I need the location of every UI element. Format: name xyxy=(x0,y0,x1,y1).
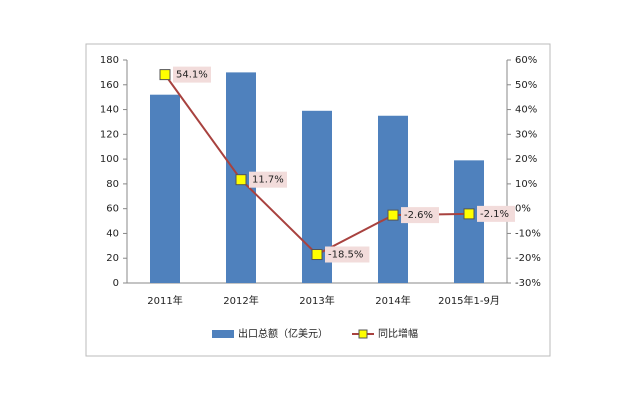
marker xyxy=(387,209,399,221)
y-tick-label: 180 xyxy=(100,55,119,66)
data-label-box xyxy=(477,205,515,222)
x-tick-label: 2011年 xyxy=(147,294,182,307)
marker xyxy=(159,69,171,81)
data-label: -18.5% xyxy=(328,250,363,261)
y2-tick-label: 20% xyxy=(515,154,537,165)
y-tick-label: 100 xyxy=(100,154,119,165)
data-label: 11.7% xyxy=(252,175,284,186)
y2-tick-label: -30% xyxy=(515,278,541,289)
y2-tick-label: 30% xyxy=(515,129,537,140)
legend-swatch xyxy=(212,330,234,338)
data-label-box xyxy=(401,207,439,224)
marker xyxy=(235,174,247,186)
y2-tick-label: 40% xyxy=(515,105,537,116)
y2-tick-label: 50% xyxy=(515,80,537,91)
y2-tick-label: -10% xyxy=(515,228,541,239)
y-tick-label: 0 xyxy=(113,278,119,289)
x-tick-label: 2014年 xyxy=(375,294,410,307)
data-label: 54.1% xyxy=(176,70,208,81)
marker xyxy=(463,208,475,220)
legend-label: 同比增幅 xyxy=(378,327,418,340)
data-label: -2.6% xyxy=(404,210,433,221)
y-tick-label: 80 xyxy=(106,179,119,190)
y-tick-label: 20 xyxy=(106,253,119,264)
data-label-box xyxy=(249,171,287,188)
y2-tick-label: -20% xyxy=(515,253,541,264)
x-tick-label: 2012年 xyxy=(223,294,258,307)
x-tick-label: 2013年 xyxy=(299,294,334,307)
marker xyxy=(311,249,323,261)
bar xyxy=(150,94,180,283)
y2-tick-label: 0% xyxy=(515,204,531,215)
y2-tick-label: 10% xyxy=(515,179,537,190)
legend-marker xyxy=(358,329,368,339)
y-tick-label: 140 xyxy=(100,105,119,116)
y-tick-label: 160 xyxy=(100,80,119,91)
bar xyxy=(378,115,408,283)
data-label-box xyxy=(325,246,370,263)
y-tick-label: 40 xyxy=(106,228,119,239)
y-tick-label: 60 xyxy=(106,204,119,215)
legend-label: 出口总额（亿美元） xyxy=(238,327,328,340)
x-tick-label: 2015年1-9月 xyxy=(438,294,500,307)
data-label-box xyxy=(173,66,211,83)
data-label: -2.1% xyxy=(480,209,509,220)
y-tick-label: 120 xyxy=(100,129,119,140)
y2-tick-label: 60% xyxy=(515,55,537,66)
